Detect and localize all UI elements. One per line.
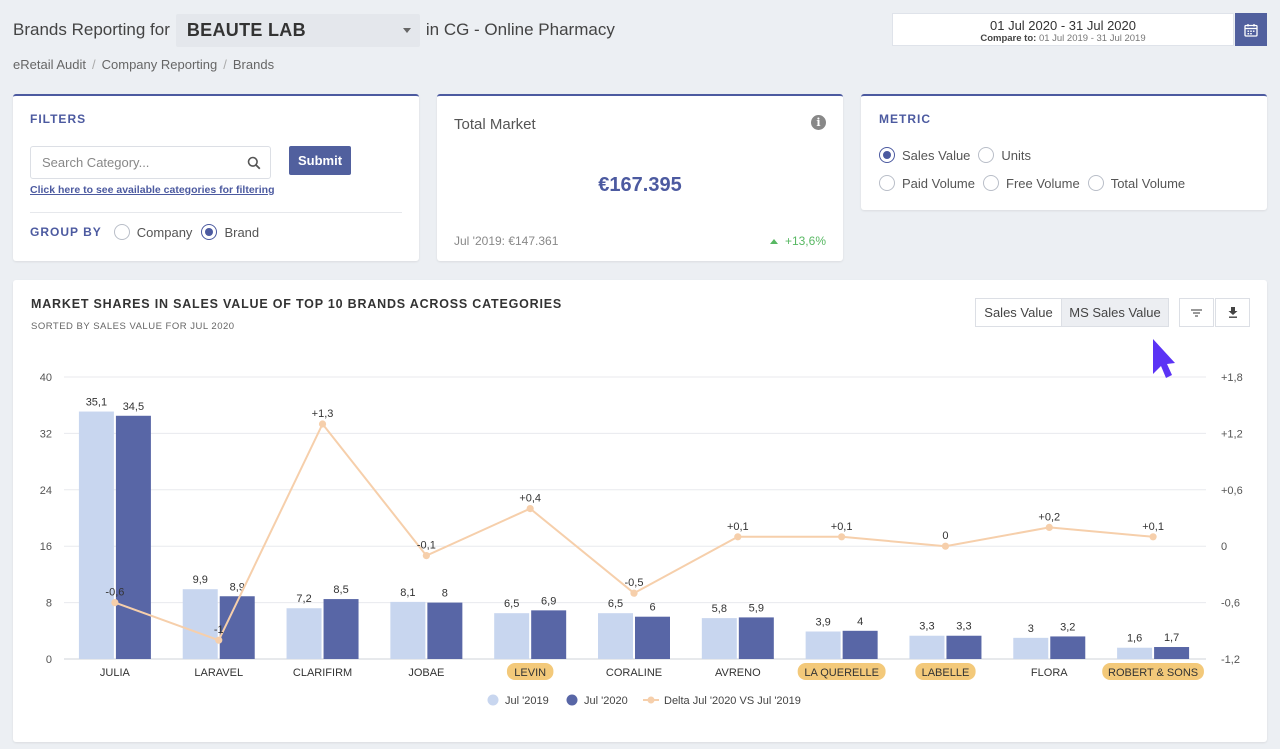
chart-title: MARKET SHARES IN SALES VALUE OF TOP 10 B… (31, 297, 563, 311)
categories-link[interactable]: Click here to see available categories f… (30, 184, 275, 196)
chart-filter-button[interactable] (1179, 298, 1214, 327)
metric-option-label: Free Volume (1006, 175, 1080, 191)
search-icon[interactable] (247, 156, 261, 170)
metric-option-label: Total Volume (1110, 175, 1186, 191)
breadcrumb-item-company-reporting[interactable]: Company Reporting (101, 57, 218, 72)
metric-option-label: Sales Value (902, 147, 971, 163)
group-option-label: Brand (224, 224, 260, 240)
previous-period-value: Jul '2019: €147.361 (454, 234, 559, 248)
total-market-value: €167.395 (598, 174, 682, 196)
metric-title: METRIC (879, 112, 931, 126)
header-prefix: Brands Reporting for (13, 20, 170, 39)
chart-download-button[interactable] (1215, 298, 1250, 327)
radio-free-volume[interactable] (983, 175, 999, 191)
radio-brand[interactable] (201, 224, 218, 240)
breadcrumb-item-brands: Brands (232, 57, 275, 72)
arrow-up-icon (769, 238, 778, 244)
radio-company[interactable] (113, 224, 130, 240)
filters-title: FILTERS (30, 112, 87, 126)
divider (30, 212, 402, 213)
group-by-row: GROUP BY Company Brand (30, 224, 259, 240)
brand-select-value: BEAUTE LAB (186, 19, 306, 40)
filters-card: FILTERS Submit Click here to see availab… (13, 94, 419, 261)
metric-option-total-volume[interactable]: Total Volume (1087, 175, 1186, 191)
info-icon[interactable]: i (811, 115, 826, 130)
category-search[interactable] (30, 146, 271, 179)
group-by-label: GROUP BY (30, 225, 102, 239)
metric-option-label: Units (1001, 147, 1032, 163)
metric-option-units[interactable]: Units (978, 147, 1031, 163)
calendar-icon (1244, 23, 1258, 37)
group-option-label: Company (136, 224, 193, 240)
compare-range: Compare to: 01 Jul 2019 - 31 Jul 2019 (893, 33, 1233, 44)
brand-select[interactable]: BEAUTE LAB (175, 13, 420, 47)
submit-button[interactable]: Submit (289, 146, 351, 175)
radio-total-volume[interactable] (1087, 175, 1104, 191)
radio-units[interactable] (978, 147, 995, 163)
download-icon (1228, 307, 1237, 318)
chart-subtitle: SORTED BY SALES VALUE FOR JUL 2020 (31, 321, 235, 332)
market-share-chart-card: MARKET SHARES IN SALES VALUE OF TOP 10 B… (13, 280, 1267, 742)
radio-paid-volume[interactable] (879, 175, 895, 191)
date-range: 01 Jul 2020 - 31 Jul 2020 (990, 18, 1136, 33)
group-option-brand[interactable]: Brand (201, 224, 259, 240)
toggle-ms-sales-value[interactable]: MS Sales Value (1061, 298, 1169, 327)
metric-option-paid-volume[interactable]: Paid Volume (879, 175, 975, 191)
filter-icon (1191, 308, 1202, 317)
calendar-button[interactable] (1235, 13, 1267, 46)
toggle-sales-value[interactable]: Sales Value (975, 298, 1062, 327)
search-input[interactable] (42, 155, 232, 170)
delta-badge: +13,6% (769, 234, 826, 248)
delta-value: +13,6% (784, 234, 826, 248)
metric-option-free-volume[interactable]: Free Volume (983, 175, 1080, 191)
chevron-down-icon (402, 27, 411, 33)
breadcrumb-separator: / (223, 57, 227, 72)
metric-option-label: Paid Volume (902, 175, 975, 191)
page-header: Brands Reporting for BEAUTE LAB in CG - … (13, 13, 615, 47)
breadcrumb: eRetail Audit / Company Reporting / Bran… (13, 57, 274, 72)
metric-option-sales-value[interactable]: Sales Value (879, 147, 970, 163)
metric-row-1: Sales Value Units (879, 147, 1031, 163)
total-market-title: Total Market (454, 116, 536, 133)
group-option-company[interactable]: Company (113, 224, 193, 240)
header-suffix: in CG - Online Pharmacy (425, 20, 615, 39)
breadcrumb-separator: / (92, 57, 96, 72)
compare-label: Compare to: (980, 33, 1037, 44)
metric-row-2: Paid Volume Free Volume Total Volume (879, 175, 1185, 191)
mouse-cursor-icon (1153, 339, 1175, 378)
breadcrumb-item-eretail-audit[interactable]: eRetail Audit (13, 57, 86, 72)
total-market-card: Total Market i €167.395 Jul '2019: €147.… (437, 94, 843, 261)
metric-card: METRIC Sales Value Units Paid Volume Fre… (861, 94, 1267, 210)
date-range-picker[interactable]: 01 Jul 2020 - 31 Jul 2020 Compare to: 01… (892, 13, 1234, 46)
radio-sales-value[interactable] (879, 147, 895, 163)
compare-range-value: 01 Jul 2019 - 31 Jul 2019 (1038, 33, 1146, 44)
